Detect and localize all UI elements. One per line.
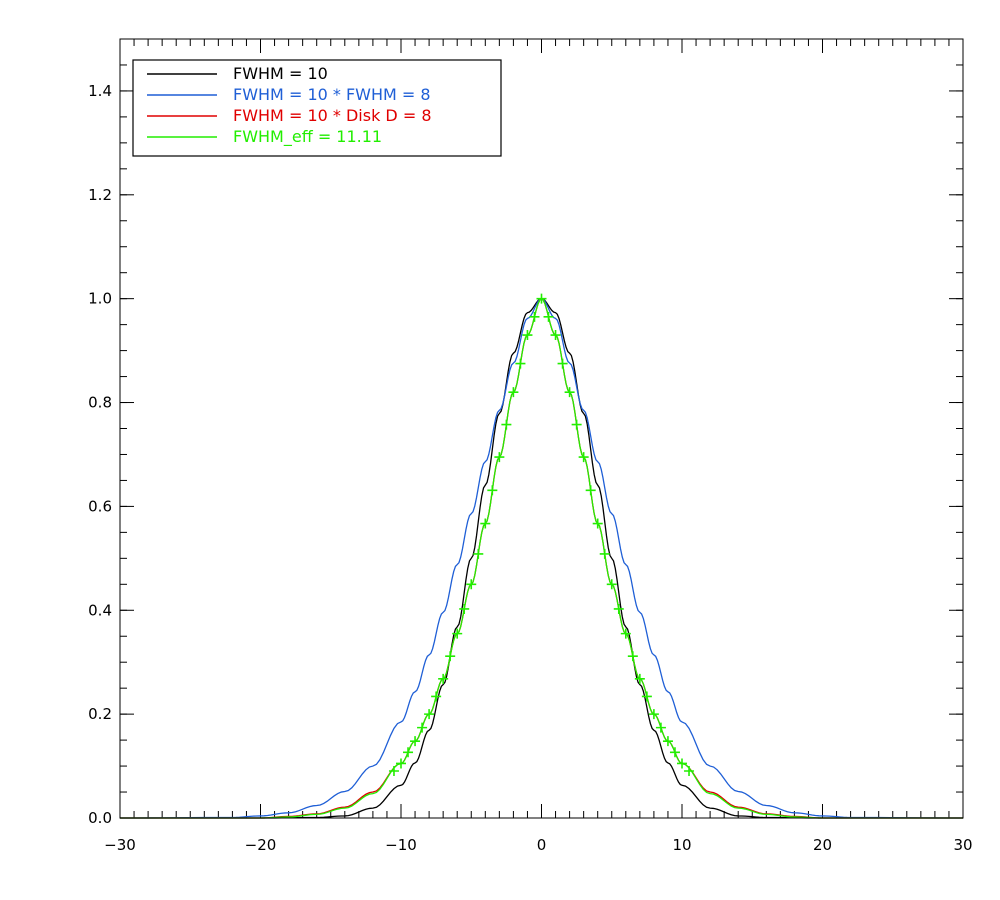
plus-marker bbox=[403, 747, 414, 758]
legend-box bbox=[132, 59, 502, 157]
plus-marker bbox=[641, 691, 652, 702]
legend: FWHM = 10 FWHM = 10 * FWHM = 8 FWHM = 10 *… bbox=[132, 59, 502, 157]
plus-marker bbox=[599, 548, 610, 559]
legend-entry: FWHM = 10 * Disk D = 8 bbox=[147, 106, 432, 125]
legend-entry: FWHM = 10 * FWHM = 8 bbox=[147, 85, 431, 104]
plus-marker bbox=[648, 709, 659, 720]
plus-marker bbox=[480, 518, 491, 529]
legend-label: FWHM = 10 * FWHM = 8 bbox=[233, 85, 431, 104]
y-tick-label: 1.0 bbox=[88, 290, 112, 308]
plus-marker bbox=[662, 736, 673, 747]
plus-marker bbox=[501, 419, 512, 430]
plus-marker bbox=[459, 603, 470, 614]
plus-marker bbox=[606, 579, 617, 590]
x-tick-labels: −30 −20 −10 0 10 20 30 bbox=[104, 836, 972, 854]
y-tick-label: 0.6 bbox=[88, 497, 112, 515]
x-tick-label: 0 bbox=[537, 836, 547, 854]
plus-marker bbox=[508, 387, 519, 398]
plus-marker bbox=[410, 736, 421, 747]
plus-marker bbox=[550, 330, 561, 341]
x-tick-label: 20 bbox=[813, 836, 832, 854]
legend-label: FWHM = 10 * Disk D = 8 bbox=[233, 106, 432, 125]
x-tick-label: −10 bbox=[385, 836, 417, 854]
legend-entry: FWHM_eff = 11.11 bbox=[147, 127, 382, 147]
plus-marker bbox=[627, 651, 638, 662]
legend-label: FWHM_eff = 11.11 bbox=[233, 127, 382, 147]
plus-marker bbox=[452, 628, 463, 639]
plus-marker bbox=[557, 358, 568, 369]
plus-marker bbox=[564, 387, 575, 398]
legend-entry: FWHM = 10 bbox=[147, 64, 328, 83]
plus-marker bbox=[424, 709, 435, 720]
y-tick-label: 0.8 bbox=[88, 394, 112, 412]
plus-marker bbox=[585, 485, 596, 496]
plus-marker bbox=[655, 722, 666, 733]
series-layer bbox=[119, 293, 964, 819]
plus-marker bbox=[445, 651, 456, 662]
plus-marker bbox=[536, 293, 547, 304]
x-tick-label: −30 bbox=[104, 836, 136, 854]
x-tick-label: −20 bbox=[245, 836, 277, 854]
plus-marker bbox=[417, 722, 428, 733]
plus-marker bbox=[684, 766, 695, 776]
y-tick-label: 1.2 bbox=[88, 186, 112, 204]
plus-marker bbox=[494, 452, 505, 463]
plus-marker bbox=[592, 518, 603, 529]
plus-marker bbox=[634, 673, 645, 684]
plus-marker bbox=[522, 330, 533, 341]
plus-marker bbox=[529, 311, 540, 322]
plus-marker bbox=[473, 548, 484, 559]
legend-label: FWHM = 10 bbox=[233, 64, 328, 83]
y-tick-labels: 0.0 0.2 0.4 0.6 0.8 1.0 1.2 1.4 bbox=[88, 82, 112, 827]
x-tick-label: 30 bbox=[953, 836, 972, 854]
plus-marker bbox=[543, 311, 554, 322]
plus-marker bbox=[466, 579, 477, 590]
plus-marker bbox=[613, 603, 624, 614]
plus-marker bbox=[677, 758, 687, 769]
plus-marker bbox=[515, 358, 526, 369]
series-4 bbox=[120, 293, 963, 819]
y-tick-label: 0.2 bbox=[88, 705, 112, 723]
plus-marker bbox=[571, 419, 582, 430]
plus-marker bbox=[620, 628, 631, 639]
plus-marker bbox=[578, 452, 589, 463]
plot-frame bbox=[119, 38, 964, 819]
plus-marker bbox=[388, 766, 399, 776]
y-tick-label: 0.0 bbox=[88, 809, 112, 827]
x-tick-label: 10 bbox=[672, 836, 691, 854]
plus-marker bbox=[669, 747, 680, 758]
y-tick-label: 0.4 bbox=[88, 601, 112, 619]
plus-marker bbox=[396, 758, 406, 769]
plus-marker bbox=[487, 485, 498, 496]
y-tick-label: 1.4 bbox=[88, 82, 112, 100]
plus-marker bbox=[438, 673, 449, 684]
series-markers bbox=[388, 293, 695, 776]
plus-marker bbox=[431, 691, 442, 702]
